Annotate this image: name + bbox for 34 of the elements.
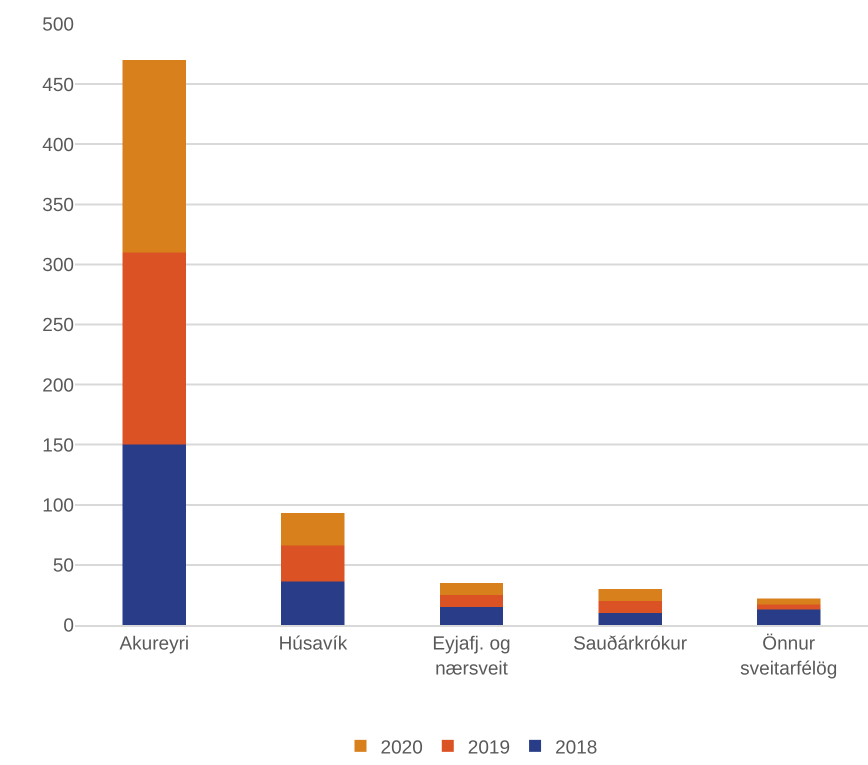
bar — [756, 598, 820, 605]
y-tick-label: 500 — [42, 14, 74, 36]
bar — [440, 582, 504, 595]
bar — [756, 609, 820, 625]
y-tick-label: 50 — [52, 556, 74, 577]
bar — [440, 606, 504, 625]
y-tick-label: 200 — [42, 375, 74, 396]
bar — [281, 546, 345, 582]
bar — [598, 612, 662, 625]
y-tick-label: 100 — [42, 495, 74, 516]
x-tick-label: Húsavík — [278, 634, 348, 655]
bar — [440, 594, 504, 607]
y-tick-label: 250 — [42, 315, 74, 336]
bar — [756, 604, 820, 610]
bar — [598, 600, 662, 613]
bar — [122, 444, 186, 625]
bar — [281, 582, 345, 625]
y-tick-label: 400 — [42, 134, 74, 156]
y-tick-label: 150 — [42, 435, 74, 456]
bar — [122, 252, 186, 445]
y-tick-label: 0 — [63, 616, 74, 637]
y-tick-label: 350 — [42, 194, 74, 216]
x-tick-label: Eyjafj. og nærsveit — [432, 634, 511, 680]
bar — [281, 513, 345, 546]
x-tick-label: Önnur sveitarfélög — [740, 634, 838, 680]
y-tick-label: 450 — [42, 74, 74, 96]
x-tick-label: Akureyri — [119, 634, 190, 655]
legend-label: 2018 — [555, 737, 598, 758]
x-tick-label: Sauðárkrókur — [573, 634, 688, 655]
bar — [122, 60, 186, 252]
y-tick-label: 300 — [42, 255, 74, 276]
bar — [598, 588, 662, 601]
legend-label: 2020 — [380, 737, 423, 758]
legend-label: 2019 — [468, 737, 510, 758]
